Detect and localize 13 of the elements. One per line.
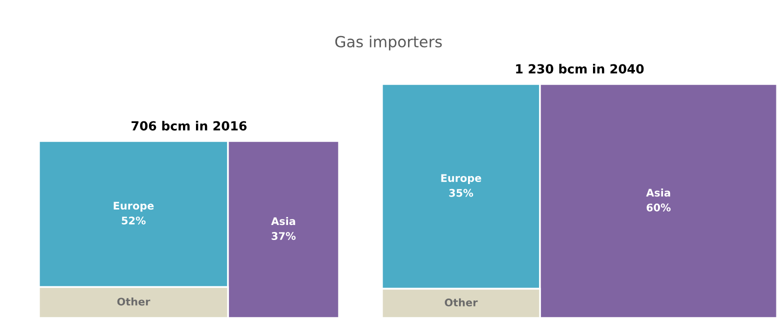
data-label: 60%	[646, 204, 671, 212]
category-label: Other	[444, 298, 478, 306]
data-label: 52%	[122, 216, 146, 224]
text: 706 bcm in 2016	[132, 120, 247, 131]
category-label: Asia	[271, 217, 296, 226]
data-label: 37%	[272, 232, 296, 240]
text: Gas importers	[335, 36, 442, 50]
category-label: Other	[117, 298, 150, 306]
category-label: Europe	[441, 174, 482, 184]
text: 1 230 bcm in 2040	[516, 64, 644, 74]
category-label: Asia	[646, 188, 670, 197]
data-label: 35%	[449, 188, 474, 197]
category-label: Europe	[114, 202, 154, 212]
